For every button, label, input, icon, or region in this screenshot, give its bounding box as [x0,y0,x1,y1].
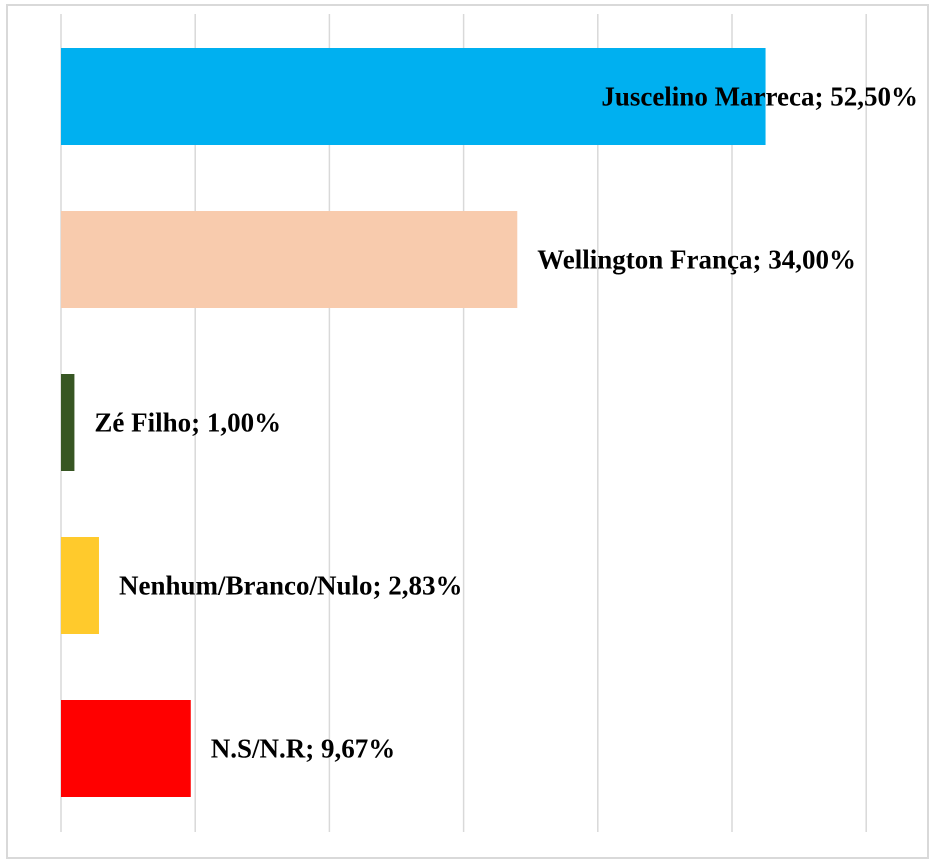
chart-frame: Juscelino Marreca; 52,50% Wellington Fran… [6,4,929,859]
data-label: Zé Filho; 1,00% [94,408,281,438]
bar-chart: Juscelino Marreca; 52,50% Wellington Fran… [60,14,918,832]
bar [61,211,518,308]
data-label: Wellington França; 34,00% [537,245,856,275]
data-label: Nenhum/Branco/Nulo; 2,83% [119,571,463,601]
data-label: N.S/N.R; 9,67% [211,734,396,764]
bar [61,537,99,634]
data-label: Juscelino Marreca; 52,50% [601,82,918,112]
bar [61,700,191,797]
bar [61,48,766,145]
bar [61,374,75,471]
